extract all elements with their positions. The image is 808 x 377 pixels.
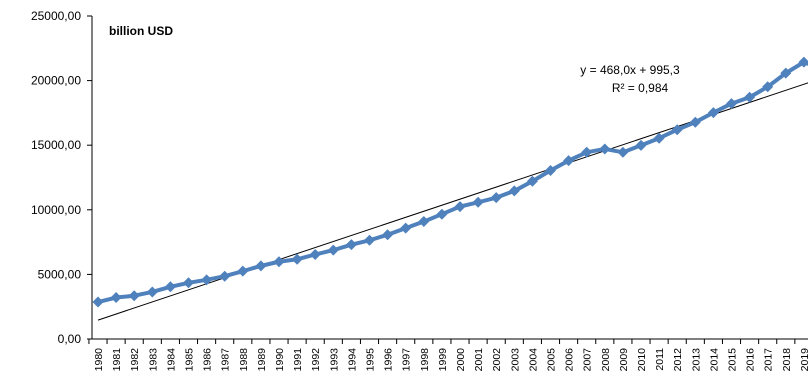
data-point-marker	[418, 216, 430, 228]
x-tick-label: 1988	[238, 348, 250, 372]
x-tick-label: 2014	[708, 348, 720, 372]
data-point-marker	[400, 222, 412, 234]
x-tick-label: 2010	[636, 348, 648, 372]
x-tick-label: 2001	[473, 348, 485, 372]
x-tick-label: 1990	[274, 348, 286, 372]
data-point-marker	[545, 165, 556, 177]
x-tick-label: 2019	[799, 348, 808, 372]
x-tick-label: 1999	[437, 348, 449, 372]
data-point-marker	[581, 146, 593, 158]
data-point-marker	[454, 201, 466, 213]
x-tick-label: 2008	[600, 348, 612, 372]
unit-label: billion USD	[109, 24, 173, 38]
x-tick-label: 1993	[328, 348, 340, 372]
trendline	[97, 82, 808, 321]
x-tick-label: 1995	[365, 348, 377, 372]
x-tick-label: 2016	[745, 348, 757, 372]
x-tick-label: 2009	[618, 348, 630, 372]
x-tick-label: 1980	[93, 348, 105, 372]
x-tick-label: 1989	[256, 348, 268, 372]
data-point-marker	[92, 296, 104, 308]
x-tick-label: 2015	[727, 348, 739, 372]
data-point-marker	[364, 234, 375, 246]
data-point-marker	[762, 81, 774, 93]
x-tick-label: 2013	[690, 348, 702, 372]
data-point-marker	[798, 56, 808, 68]
data-point-marker	[617, 146, 629, 158]
data-point-marker	[436, 208, 448, 220]
data-point-marker	[689, 116, 701, 128]
data-point-marker	[707, 107, 719, 119]
data-point-marker	[273, 256, 285, 268]
x-axis-ticks: 1980 1981 1982 1983 1984 1985 1986 1987 1988 1989…	[88, 339, 808, 372]
data-point-marker	[744, 91, 756, 103]
x-tick-label: 1992	[310, 348, 322, 372]
data-point-marker	[201, 274, 213, 286]
x-tick-label: 2011	[654, 348, 666, 371]
x-tick-label: 2007	[582, 348, 594, 372]
x-tick-label: 1984	[165, 348, 177, 372]
data-point-marker	[508, 185, 520, 197]
data-point-marker	[599, 143, 611, 155]
x-tick-label: 2000	[455, 348, 467, 372]
data-point-marker	[110, 292, 122, 304]
x-tick-label: 2006	[564, 348, 576, 372]
data-point-marker	[309, 249, 321, 261]
data-point-marker	[146, 286, 158, 298]
data-point-marker	[183, 277, 194, 289]
data-point-marker	[490, 192, 502, 204]
x-tick-label: 1996	[383, 348, 395, 372]
y-tick-label: 20000,00	[31, 74, 81, 88]
data-point-marker	[526, 175, 538, 187]
data-point-marker	[653, 132, 665, 144]
data-point-marker	[291, 253, 303, 265]
y-tick-label: 0,00	[58, 332, 82, 346]
data-point-marker	[164, 281, 176, 293]
data-point-marker	[382, 229, 394, 241]
y-tick-label: 10000,00	[31, 203, 81, 217]
x-tick-label: 2005	[546, 348, 558, 372]
x-tick-label: 1987	[220, 348, 232, 372]
trendline-equation: y = 468,0x + 995,3	[580, 63, 680, 77]
data-point-marker	[255, 260, 267, 272]
y-tick-label: 15000,00	[31, 138, 81, 152]
data-point-marker	[219, 270, 231, 282]
x-tick-label: 2002	[491, 348, 503, 372]
x-tick-label: 1983	[147, 348, 159, 372]
data-point-marker	[237, 265, 249, 277]
x-tick-label: 2003	[509, 348, 521, 372]
x-tick-label: 1994	[346, 348, 358, 372]
trendline-r-squared: R² = 0,984	[612, 81, 669, 95]
y-axis-ticks: 0,00 5000,00 10000,00 15000,00 20000,00 25000…	[31, 9, 92, 346]
x-tick-label: 1981	[111, 348, 123, 372]
data-point-marker	[671, 124, 683, 136]
x-tick-label: 1986	[202, 348, 214, 372]
x-tick-label: 1998	[419, 348, 431, 372]
data-point-marker	[472, 196, 484, 208]
series-line	[97, 60, 808, 304]
x-tick-label: 1997	[401, 348, 413, 372]
data-point-marker	[327, 244, 339, 256]
series-markers	[92, 56, 808, 308]
data-point-marker	[563, 155, 575, 167]
data-point-marker	[345, 239, 357, 251]
data-point-marker	[128, 290, 140, 302]
y-tick-label: 25000,00	[31, 9, 81, 23]
data-point-marker	[780, 67, 792, 79]
x-tick-label: 1991	[292, 348, 304, 372]
x-tick-label: 2018	[781, 348, 793, 372]
x-tick-label: 1982	[129, 348, 141, 372]
x-tick-label: 2004	[527, 348, 539, 372]
x-tick-label: 2017	[763, 348, 775, 372]
x-tick-label: 1985	[184, 348, 196, 372]
data-point-marker	[635, 139, 647, 151]
y-tick-label: 5000,00	[38, 267, 82, 281]
x-tick-label: 2012	[672, 348, 684, 372]
data-point-marker	[726, 98, 737, 110]
